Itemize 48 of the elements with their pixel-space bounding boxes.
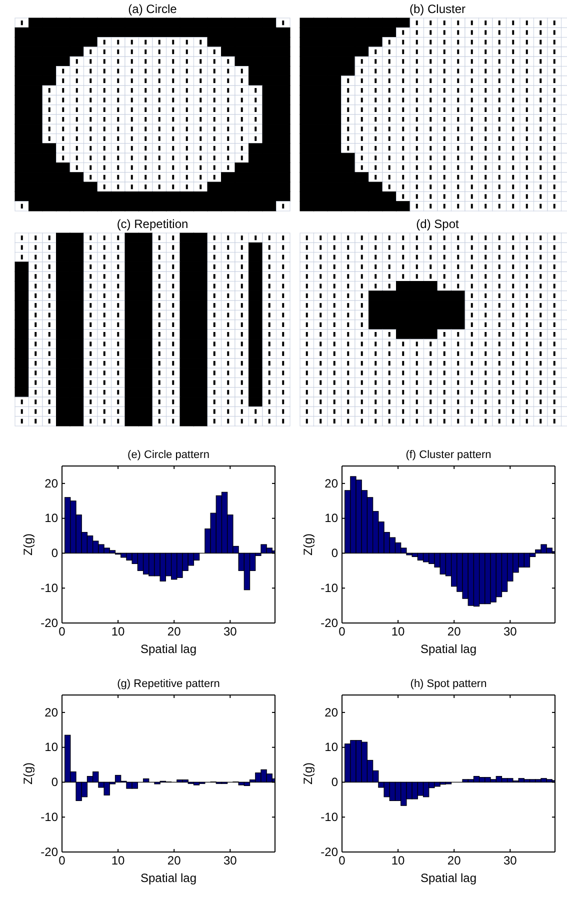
y-tick-label: 20 (44, 476, 58, 490)
y-tick-label: -10 (320, 810, 338, 824)
text: (b) Cluster (409, 2, 466, 16)
y-axis-title: Z(g) (301, 762, 315, 784)
y-tick-label: -10 (40, 810, 58, 824)
y-tick-label: -20 (320, 844, 338, 859)
y-tick-label: 20 (324, 705, 338, 720)
y-tick-label: 20 (44, 705, 58, 720)
y-tick-label: 0 (331, 775, 338, 790)
y-axis-title: Z(g) (21, 534, 35, 556)
chart-title: (h) Spot pattern (410, 678, 487, 690)
x-tick-label: 10 (111, 854, 126, 868)
y-tick-label: 0 (51, 775, 58, 790)
chart-title: (f) Cluster pattern (406, 449, 492, 461)
y-tick-label: -10 (40, 580, 58, 595)
text: (d) Spot (416, 217, 460, 231)
y-tick-label: 10 (44, 511, 58, 526)
text: (c) Repetition (116, 217, 188, 231)
y-tick-label: 20 (324, 476, 338, 490)
x-tick-label: 20 (167, 854, 182, 868)
chart-title: (g) Repetitive pattern (117, 678, 220, 690)
y-axis-title: Z(g) (301, 534, 315, 556)
x-axis-title: Spatial lag (140, 642, 197, 656)
y-tick-label: 10 (44, 740, 58, 754)
x-tick-label: 30 (503, 624, 518, 639)
y-axis-title: Z(g) (21, 762, 35, 784)
y-tick-label: -20 (40, 844, 58, 859)
y-tick-label: 0 (331, 546, 338, 560)
y-tick-label: 10 (324, 511, 338, 526)
x-tick-label: 10 (391, 624, 406, 639)
chart-title: (e) Circle pattern (128, 449, 210, 461)
x-tick-label: 20 (167, 624, 182, 639)
x-tick-label: 10 (111, 624, 126, 639)
x-tick-label: 30 (223, 624, 238, 639)
x-tick-label: 30 (503, 854, 518, 868)
x-axis-title: Spatial lag (420, 642, 477, 656)
y-tick-label: 0 (51, 546, 58, 560)
x-tick-label: 10 (391, 854, 406, 868)
x-tick-label: 20 (447, 624, 462, 639)
y-tick-label: -20 (320, 616, 338, 630)
x-axis-title: Spatial lag (140, 871, 197, 885)
x-axis-title: Spatial lag (420, 871, 477, 885)
text: (a) Circle (128, 2, 178, 16)
x-tick-label: 20 (447, 854, 462, 868)
y-tick-label: 10 (324, 740, 338, 754)
y-tick-label: -10 (320, 580, 338, 595)
x-tick-label: 30 (223, 854, 238, 868)
y-tick-label: -20 (40, 616, 58, 630)
